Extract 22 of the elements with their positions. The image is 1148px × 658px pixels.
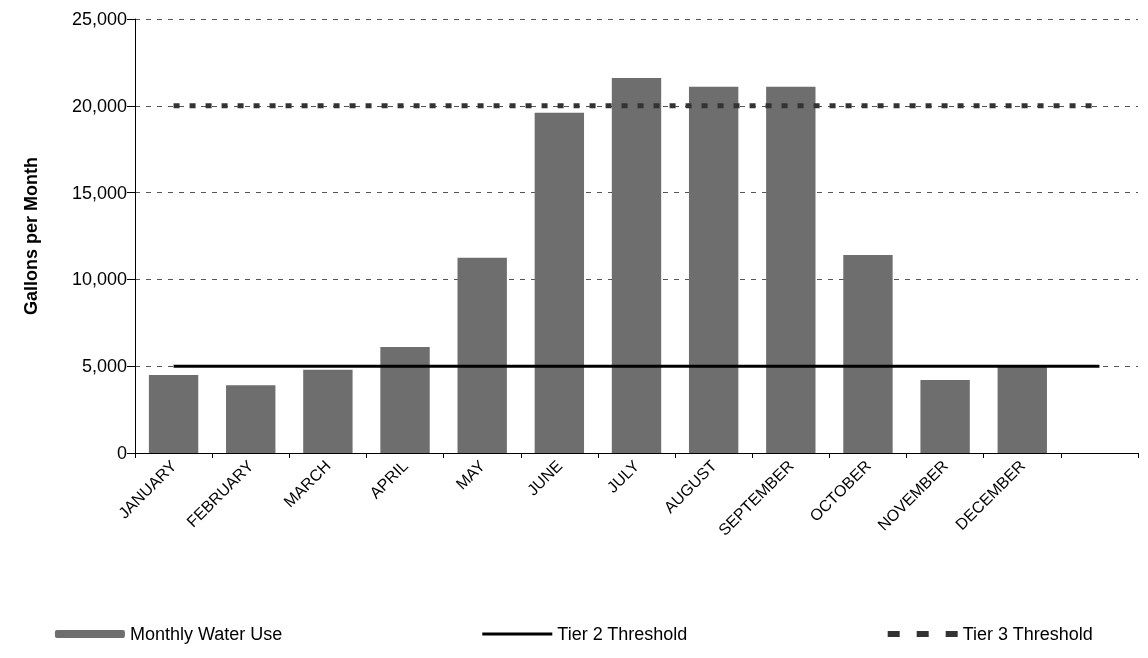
bar — [688, 86, 739, 453]
y-tick-label: 20,000 — [71, 95, 127, 116]
bar — [766, 86, 816, 453]
y-tick-label: 0 — [116, 443, 127, 463]
bar — [148, 374, 199, 453]
bar — [457, 257, 507, 453]
bar — [534, 112, 585, 453]
bar — [920, 380, 970, 453]
legend-label: Monthly Water Use — [129, 624, 283, 644]
y-tick-label: 15,000 — [71, 182, 127, 203]
bar — [843, 255, 893, 453]
y-tick-label: 25,000 — [71, 9, 127, 29]
bar — [611, 78, 662, 453]
legend-label: Tier 2 Threshold — [557, 624, 688, 644]
bar — [997, 366, 1047, 453]
y-tick-label: 5,000 — [81, 356, 127, 377]
legend-label: Tier 3 Threshold — [962, 624, 1093, 644]
bar — [380, 347, 430, 453]
y-axis-title: Gallons per Month — [21, 156, 41, 316]
bar — [303, 369, 353, 453]
y-tick-label: 10,000 — [71, 269, 127, 290]
bar — [226, 385, 276, 453]
